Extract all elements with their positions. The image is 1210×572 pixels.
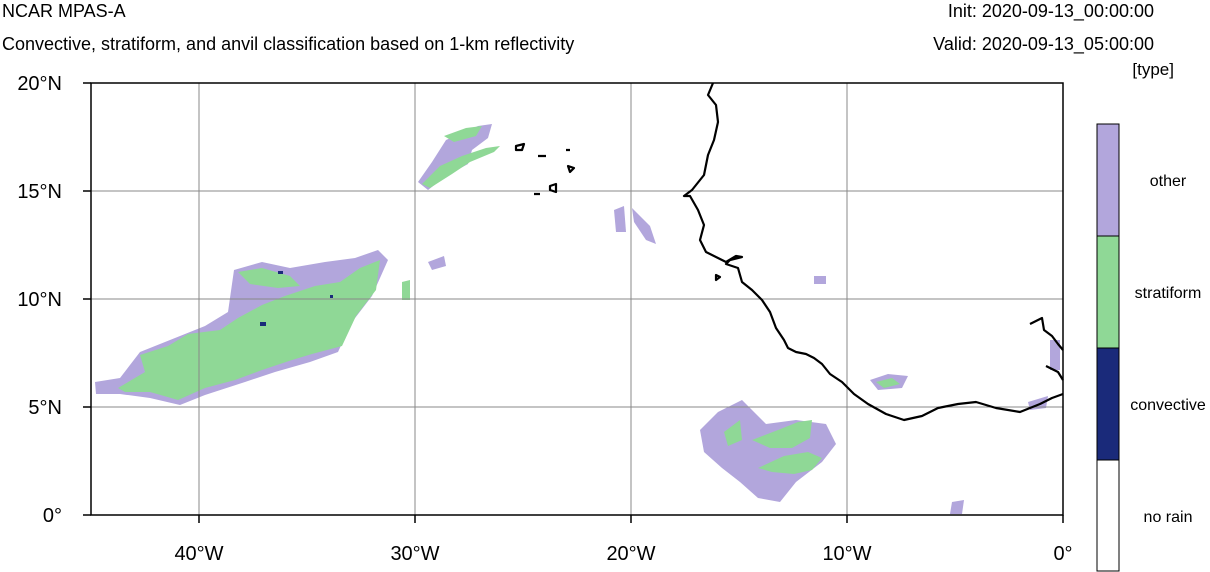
map-subtitle: Convective, stratiform, and anvil classi… — [2, 34, 575, 54]
region-stratiform — [422, 146, 500, 188]
coastline — [514, 82, 1064, 422]
region-convective — [330, 295, 333, 298]
graticule — [91, 83, 1063, 515]
colorbar-swatch-stratiform — [1096, 235, 1120, 349]
region-stratiform — [402, 280, 410, 300]
map-title: NCAR MPAS-A — [2, 1, 126, 21]
valid-time: Valid: 2020-09-13_05:00:00 — [933, 34, 1154, 54]
colorbar-swatch-no-rain — [1096, 459, 1120, 572]
region-stratiform — [118, 260, 380, 400]
region-stratiform — [444, 126, 482, 142]
lat-label: 0° — [43, 505, 62, 527]
region-other — [428, 256, 446, 270]
lat-label: 5°N — [28, 397, 62, 419]
region-other — [632, 208, 656, 244]
region-stratiform — [238, 268, 300, 288]
lon-label: 30°W — [390, 543, 439, 565]
lat-label: 10°N — [17, 289, 62, 311]
rain-classification-fields — [95, 124, 1060, 514]
region-stratiform — [876, 378, 900, 388]
region-other — [814, 276, 826, 284]
region-other — [614, 206, 626, 232]
region-convective — [278, 271, 283, 274]
colorbar-swatch-convective — [1096, 347, 1120, 461]
lon-label: 10°W — [822, 543, 871, 565]
lon-label: 20°W — [606, 543, 655, 565]
legend-label-no-rain: no rain — [1143, 509, 1193, 526]
lat-labels: 20°N 15°N 10°N 5°N 0° — [17, 73, 62, 527]
colorbar-legend — [1096, 123, 1120, 572]
region-other — [1050, 340, 1060, 370]
lat-label: 20°N — [17, 73, 62, 95]
legend-label-other: other — [1149, 173, 1187, 190]
lon-labels: 40°W 30°W 20°W 10°W 0° — [174, 543, 1072, 565]
colorbar-swatch-other — [1096, 123, 1120, 237]
region-convective — [260, 322, 266, 326]
region-stratiform — [758, 452, 822, 474]
tick-marks — [83, 82, 1064, 523]
init-time: Init: 2020-09-13_00:00:00 — [947, 1, 1154, 21]
units-label: [type] — [1132, 60, 1174, 79]
region-other — [700, 400, 836, 502]
region-stratiform — [724, 420, 742, 446]
lon-label: 0° — [1053, 543, 1072, 565]
lat-label: 15°N — [17, 181, 62, 203]
region-stratiform — [752, 420, 812, 448]
legend-label-stratiform: stratiform — [1134, 285, 1202, 302]
region-other — [950, 500, 964, 514]
legend-label-convective: convective — [1130, 397, 1206, 414]
lon-label: 40°W — [174, 543, 223, 565]
